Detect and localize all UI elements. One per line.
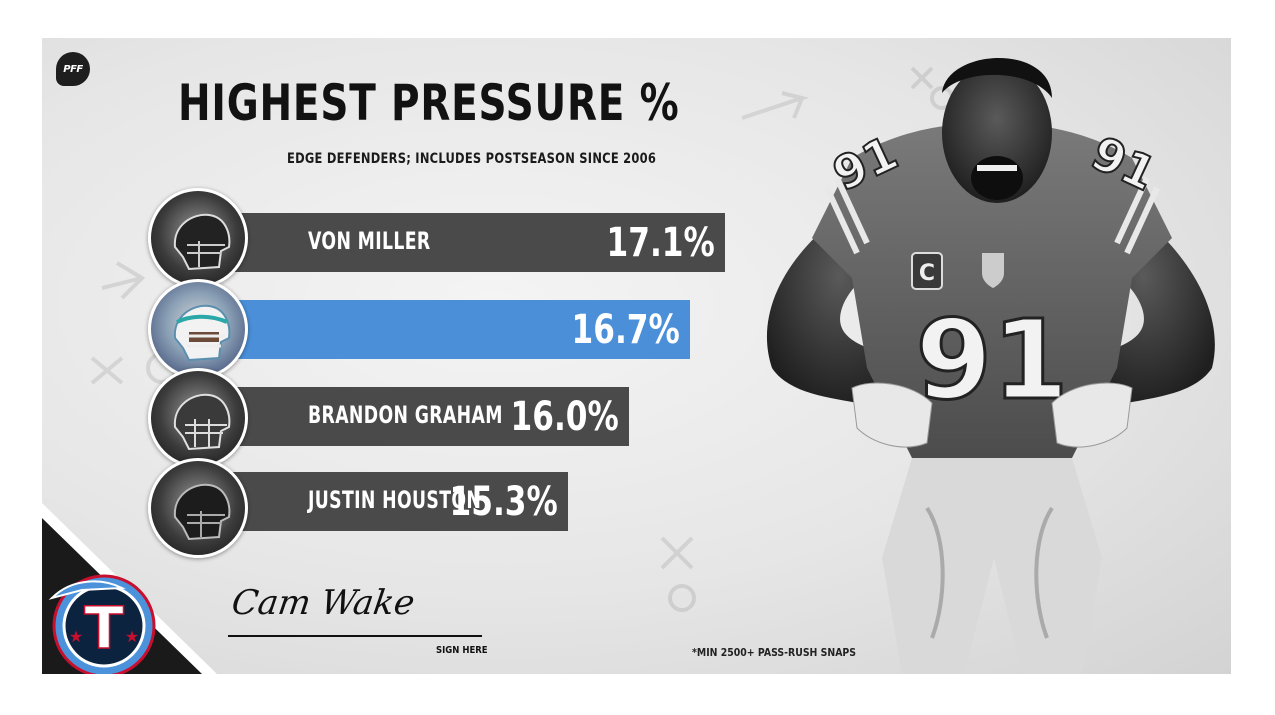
footnote: *MIN 2500+ PASS-RUSH SNAPS [692,646,857,659]
sign-here-label: SIGN HERE [436,645,488,656]
signature-line [228,635,482,637]
bar-value-label: 17.1% [606,220,715,266]
bar-highlighted-player: 16.7% [192,300,690,359]
bar-value-label: 16.0% [510,394,619,440]
chart-title: HIGHEST PRESSURE % [178,74,680,132]
bar-brandon-graham: BRANDON GRAHAM 16.0% [192,387,629,446]
bar-value-label: 15.3% [449,479,558,525]
team-logo-letter: T [84,594,124,662]
player-avatar-highlighted [148,279,248,379]
pff-logo: PFF [56,52,90,86]
player-avatar-von-miller [148,188,248,288]
bar-label: BRANDON GRAHAM [308,401,503,429]
player-avatar-justin-houston [148,458,248,558]
chart-subtitle: EDGE DEFENDERS; INCLUDES POSTSEASON SINC… [287,151,657,167]
bar-label: JUSTIN HOUSTON [308,486,482,514]
jersey-number: 91 [915,296,1068,424]
svg-text:★: ★ [69,627,83,646]
bar-von-miller: VON MILLER 17.1% [192,213,725,272]
player-photo: 91 91 91 C [766,58,1215,674]
titans-logo: T ★ ★ [48,574,156,674]
bar-value-label: 16.7% [571,307,680,353]
signature-area: Cam Wake SIGN HERE [228,583,488,663]
bar-label: VON MILLER [308,227,431,255]
svg-text:★: ★ [125,627,139,646]
captain-patch: C [919,261,935,286]
player-avatar-brandon-graham [148,368,248,468]
infographic-card: PFF HIGHEST PRESSURE % EDGE DEFENDERS; I… [42,38,1231,674]
bar-justin-houston: JUSTIN HOUSTON 15.3% [192,472,568,531]
signature: Cam Wake [229,583,418,623]
